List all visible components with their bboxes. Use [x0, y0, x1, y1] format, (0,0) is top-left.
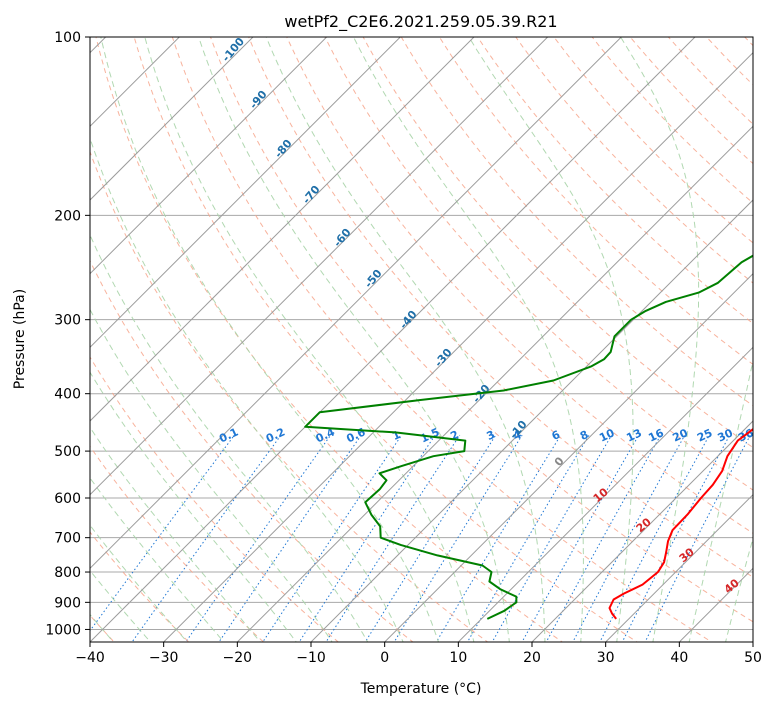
mixing-ratio-label: 13 — [624, 426, 643, 444]
y-tick-label: 900 — [54, 595, 81, 611]
isotherm-line — [604, 493, 753, 642]
moist-adiabat — [90, 426, 261, 642]
isotherm-gridlines — [90, 37, 753, 642]
mixing-ratio-line — [572, 434, 686, 642]
y-tick-label: 300 — [54, 313, 81, 329]
x-tick-label: −10 — [296, 650, 326, 666]
y-tick-label: 800 — [54, 565, 81, 581]
dry-adiabat — [591, 37, 753, 204]
plot-frame — [89, 36, 754, 643]
moist-adiabat — [265, 37, 546, 642]
chart-title: wetPf2_C2E6.2021.259.05.39.R21 — [284, 12, 557, 32]
x-tick-label: 10 — [449, 650, 467, 666]
moist-adiabat-lines — [90, 37, 753, 642]
y-tick-label: 700 — [54, 531, 81, 547]
x-tick-label: 50 — [744, 650, 762, 666]
isotherm-line — [383, 272, 753, 642]
mixing-ratio-line — [364, 434, 497, 642]
y-tick-label: 100 — [54, 30, 81, 46]
y-tick-label: 600 — [54, 491, 81, 507]
dry-adiabat — [515, 37, 753, 284]
moist-adiabat — [90, 308, 333, 642]
mixing-ratio-line — [131, 434, 282, 642]
x-axis-label: Temperature (°C) — [360, 681, 482, 697]
dry-adiabat — [553, 37, 753, 244]
moist-adiabat — [144, 37, 475, 642]
y-tick-label: 500 — [54, 444, 81, 460]
moist-adiabat — [90, 477, 225, 642]
moist-adiabat — [198, 37, 510, 642]
y-tick-label: 200 — [54, 208, 81, 224]
x-tick-label: −20 — [223, 650, 253, 666]
isotherm-line — [162, 51, 753, 642]
mixing-ratio-label: 30 — [716, 426, 736, 444]
mixing-ratio-lines — [90, 434, 751, 642]
y-axis-ticks: 100 200 300 400 500 600 700 800 900 1000 — [45, 30, 90, 638]
moist-adiabat — [90, 371, 297, 642]
x-tick-label: 40 — [670, 650, 688, 666]
x-tick-label: −30 — [149, 650, 179, 666]
isotherm-line — [531, 420, 753, 642]
isotherm-line — [90, 37, 328, 275]
dry-adiabat — [90, 531, 190, 642]
isobar-gridlines — [90, 37, 753, 630]
mixing-ratio-line — [545, 434, 662, 642]
x-tick-label: 20 — [523, 650, 541, 666]
moist-adiabat — [100, 37, 440, 642]
dry-adiabat — [209, 37, 753, 623]
moist-adiabat — [468, 37, 634, 642]
mixing-ratio-line — [325, 434, 461, 642]
dry-adiabat — [171, 37, 713, 642]
dewpoint-line — [304, 254, 753, 620]
mixing-ratio-line — [393, 434, 523, 642]
isotherm-line — [90, 37, 181, 128]
x-tick-label: 30 — [597, 650, 615, 666]
isotherm-line — [90, 37, 623, 570]
moist-adiabat — [620, 37, 700, 642]
isotherm-line — [90, 37, 696, 642]
sounding-profiles — [304, 254, 753, 620]
moist-adiabat — [688, 358, 753, 642]
x-tick-label: −40 — [75, 650, 105, 666]
mixing-ratio-line — [218, 434, 362, 642]
dry-adiabat — [133, 37, 638, 642]
y-axis-label: Pressure (hPa) — [12, 289, 28, 389]
mixing-ratio-label: 25 — [695, 426, 714, 444]
moist-adiabat — [90, 233, 369, 642]
dry-adiabat — [248, 37, 753, 578]
mixing-ratio-label: 20 — [671, 426, 691, 444]
isotherm-line — [90, 37, 549, 496]
mixing-ratio-line — [644, 434, 751, 642]
temperature-line — [608, 427, 753, 620]
mixing-ratio-label: 16 — [646, 426, 666, 444]
y-tick-label: 1000 — [45, 622, 81, 638]
isotherm-line — [457, 346, 753, 642]
mixing-ratio-line — [521, 434, 640, 642]
isotherm-line — [90, 37, 254, 201]
mixing-ratio-line — [90, 434, 235, 632]
x-axis-ticks: −40 −30 −20 −10 0 10 20 30 40 50 — [75, 642, 762, 666]
mixing-ratio-label: 10 — [597, 426, 617, 444]
x-tick-label: 0 — [380, 650, 389, 666]
dry-adiabat — [286, 37, 753, 534]
mixing-ratio-line — [435, 434, 562, 642]
dry-adiabat — [90, 259, 414, 642]
dry-adiabat — [90, 150, 489, 642]
dry-adiabat-lines — [90, 37, 753, 642]
mixing-ratio-line — [621, 434, 731, 642]
moist-adiabat — [725, 536, 753, 642]
isotherm-line — [236, 125, 753, 642]
mixing-ratio-line — [599, 434, 710, 642]
y-tick-label: 400 — [54, 387, 81, 403]
isotherm-line — [90, 37, 475, 422]
moist-adiabat — [352, 37, 584, 642]
mixing-ratio-line — [185, 434, 332, 642]
isotherm-line — [90, 37, 402, 349]
